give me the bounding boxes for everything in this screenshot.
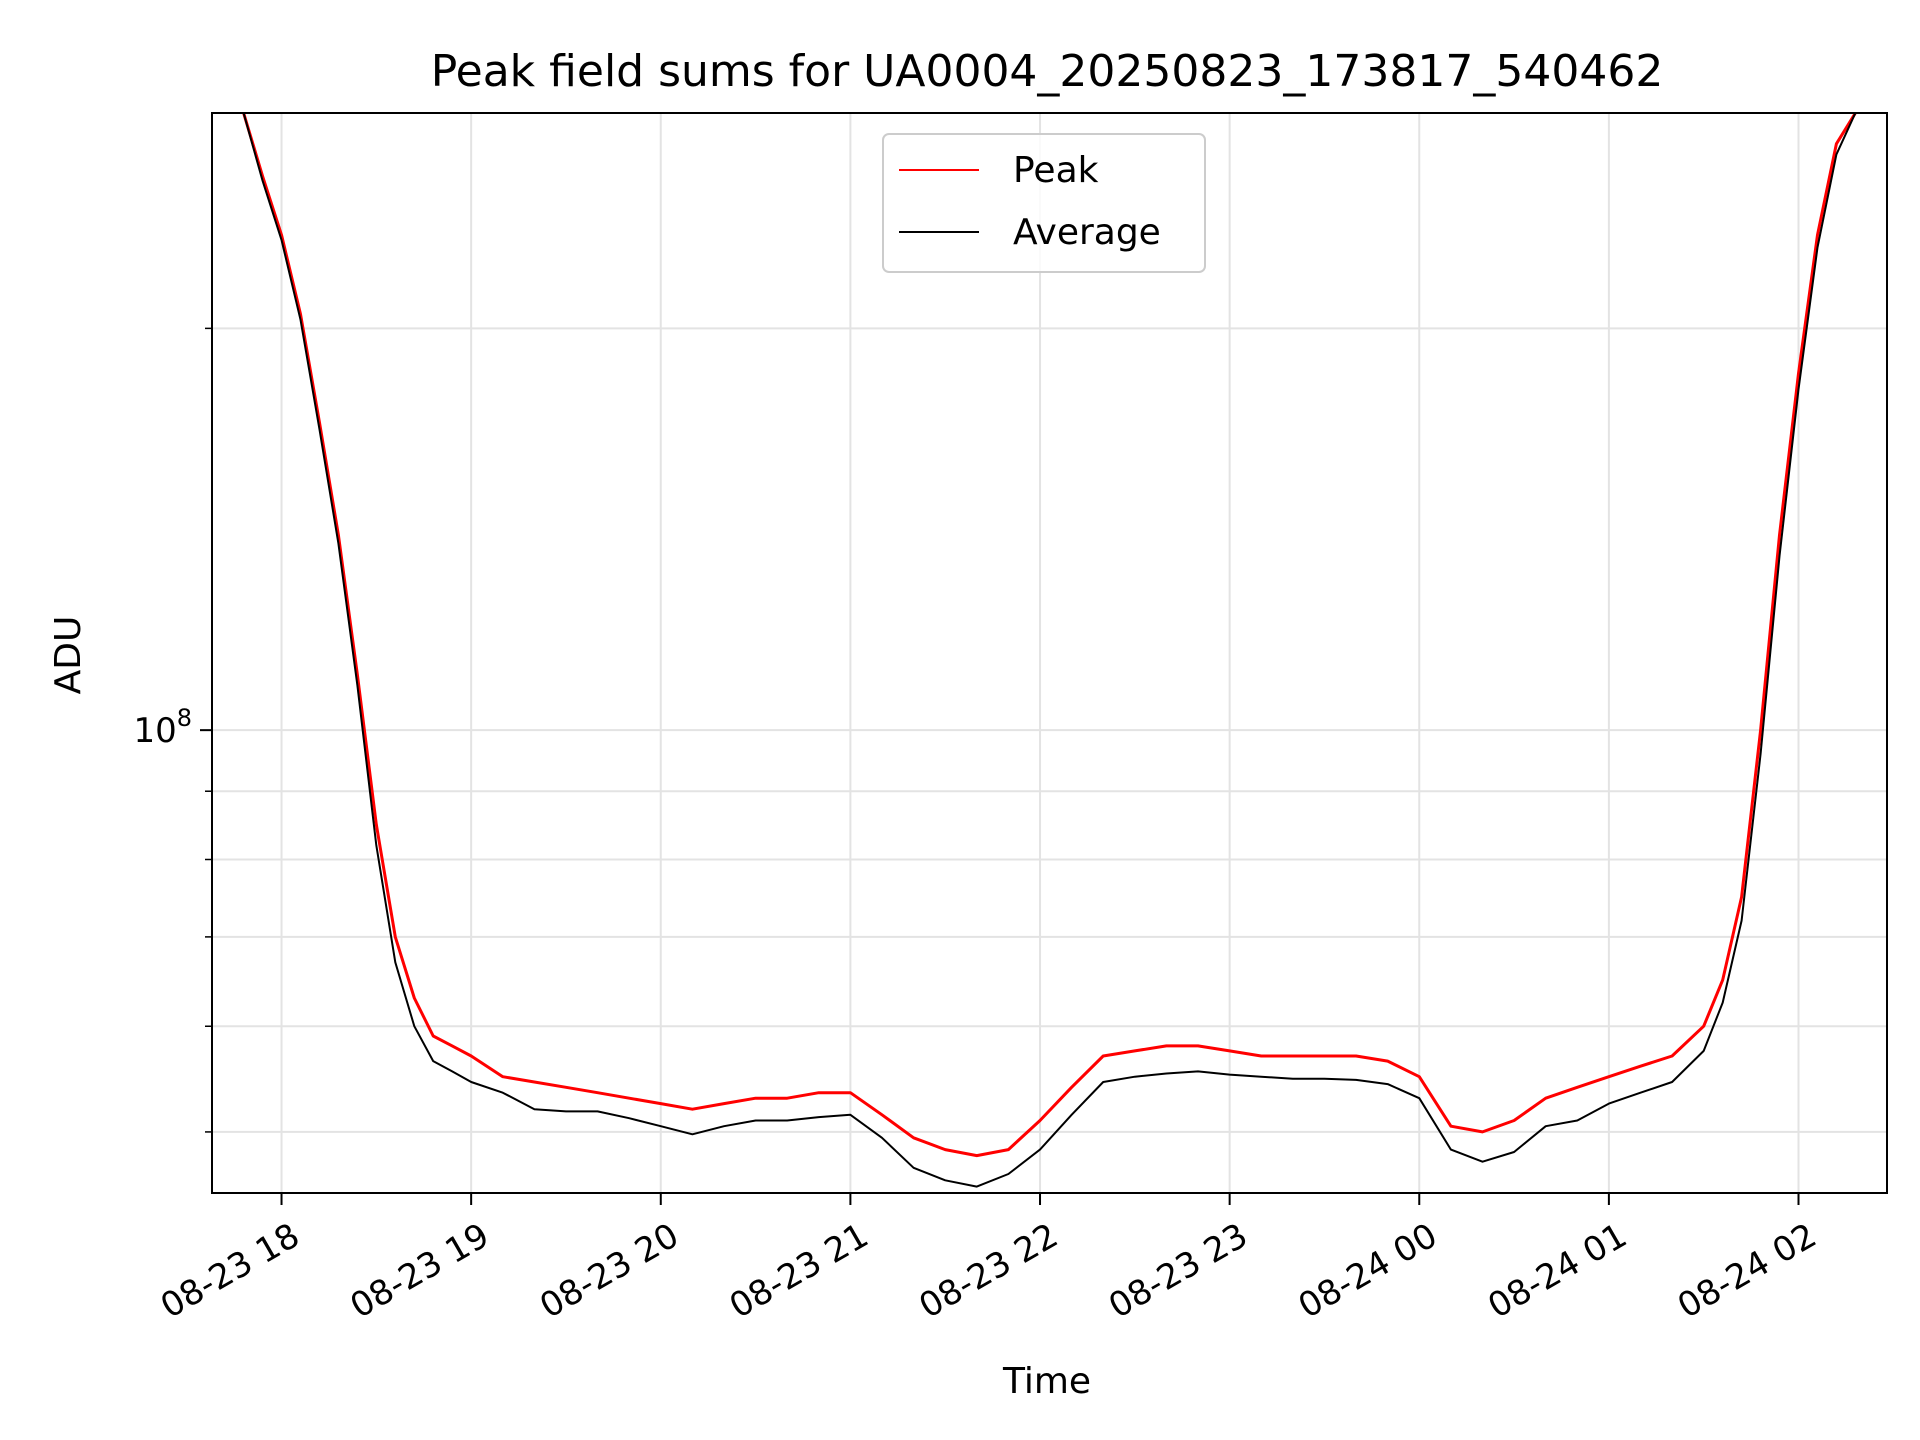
series-layer [242, 113, 1857, 1188]
grid [212, 113, 1887, 1193]
legend-label-peak: Peak [1013, 150, 1099, 191]
y-tick-label-exponent: 8 [177, 704, 192, 732]
series-average-line [242, 113, 1857, 1188]
y-axis: 108 [133, 327, 212, 1133]
y-tick-label: 108 [133, 704, 192, 751]
x-axis-title: Time [1002, 1361, 1091, 1402]
y-tick-label-base: 10 [133, 711, 176, 751]
series-peak-line [242, 113, 1857, 1158]
legend: Peak Average [882, 133, 1206, 273]
chart-title: Peak field sums for UA0004_20250823_1738… [431, 46, 1664, 97]
y-axis-title: ADU [48, 616, 89, 695]
legend-box [882, 133, 1206, 273]
legend-label-average: Average [1013, 212, 1161, 253]
plot-frame [211, 112, 1888, 1194]
